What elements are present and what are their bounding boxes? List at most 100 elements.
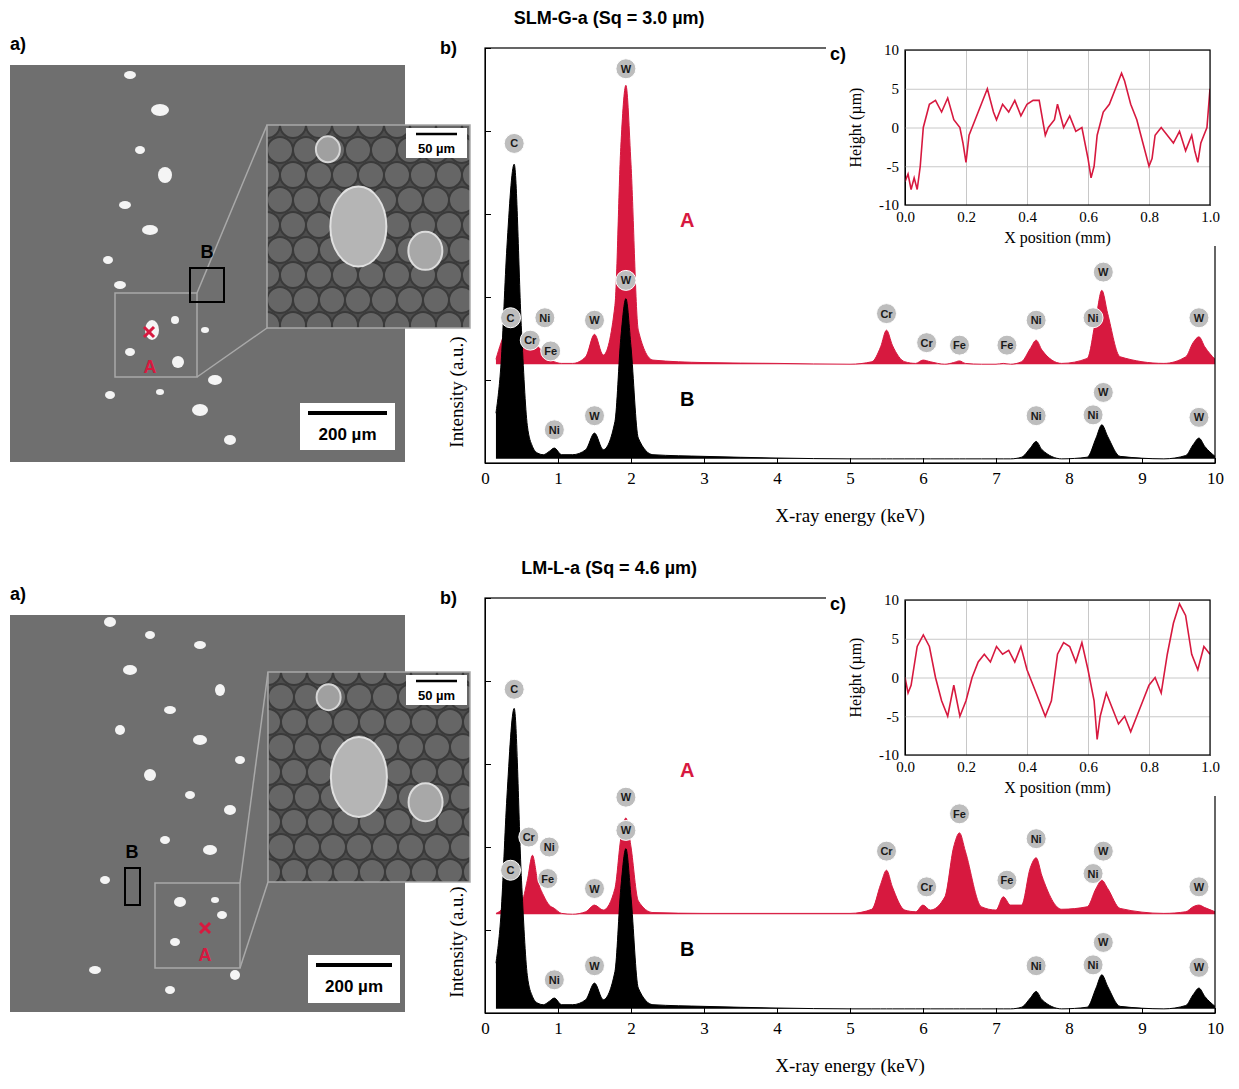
particle [151, 104, 169, 116]
tick-mark [485, 48, 491, 49]
surface-cell [358, 125, 384, 138]
tick-label: 1 [554, 1019, 563, 1038]
peak-label-bg [1093, 262, 1113, 282]
tick-mark [485, 930, 491, 931]
surface-cell [450, 734, 470, 760]
tick: 5 [846, 458, 855, 488]
surface-cell [358, 162, 384, 188]
peak-label: W [616, 270, 636, 290]
peak-label-text: Fe [953, 808, 966, 820]
peak-label: Cr [917, 877, 937, 897]
surface-cell [384, 262, 410, 288]
x-axis: 0.00.20.40.60.81.0 [896, 600, 1220, 775]
surface-cell [293, 187, 319, 213]
panel-label: a) [10, 34, 26, 54]
surface-cell [411, 759, 437, 785]
peak-label: W [585, 956, 605, 976]
plot-frame [905, 600, 1210, 755]
scale-bar-label: 50 µm [418, 141, 455, 156]
peak-label-bg [520, 330, 540, 350]
peak-label: Ni [1083, 955, 1103, 975]
peak-label-text: Cr [921, 337, 934, 349]
series-label: A [680, 759, 694, 781]
tick-mark [1142, 1008, 1143, 1013]
tick: 0.2 [957, 50, 976, 225]
surface-cell [267, 137, 293, 163]
tick-mark [923, 458, 924, 463]
tick-label: 3 [700, 1019, 709, 1038]
surface-cell [423, 187, 449, 213]
peak-label-bg [539, 837, 559, 857]
surface-cell [307, 859, 333, 882]
tick: 10 [1207, 458, 1224, 488]
surface-cell [280, 312, 306, 328]
peak-label-bg [616, 270, 636, 290]
particle [114, 281, 126, 289]
y-axis: -10-50510 [879, 42, 1210, 213]
peak-label-text: Fe [1001, 874, 1014, 886]
surface-cell [463, 859, 470, 882]
tick-mark [905, 166, 1210, 167]
particle [217, 911, 227, 919]
x-axis: 012345678910 [481, 1008, 1224, 1038]
particle [119, 201, 131, 209]
surface-cell [268, 734, 294, 760]
surface-cell [306, 162, 332, 188]
particle [230, 970, 240, 980]
point-marker [200, 923, 210, 933]
peak-label-bg [541, 341, 561, 361]
peak-label-text: Ni [539, 312, 550, 324]
peak-label-bg [877, 841, 897, 861]
tick: 0.6 [1079, 50, 1098, 225]
surface-cell [437, 759, 463, 785]
tick: 6 [919, 458, 928, 488]
particle [171, 316, 179, 324]
peak-label-bg [997, 870, 1017, 890]
particle [124, 71, 136, 79]
peak-label-text: Cr [523, 831, 536, 843]
tick-mark [905, 128, 1210, 129]
surface-cell [306, 312, 332, 328]
tick: 8 [1065, 1008, 1074, 1038]
surface-cell [332, 125, 358, 138]
peak-label: Ni [1083, 405, 1103, 425]
surface-cell [463, 709, 470, 735]
tick-label: 1 [554, 469, 563, 488]
tick-mark [996, 1008, 997, 1013]
point-marker [200, 923, 210, 933]
tick: 9 [1138, 458, 1147, 488]
tick-mark [485, 598, 491, 599]
peak-label: W [585, 310, 605, 330]
surface-cell [463, 759, 470, 785]
peak-label: Ni [1026, 406, 1046, 426]
particle [409, 783, 443, 821]
peak-label: Ni [1083, 864, 1103, 884]
tick [485, 598, 491, 599]
peak-label-text: Ni [1031, 960, 1042, 972]
peak-label-bg [1083, 308, 1103, 328]
surface-cell [307, 709, 333, 735]
peak-label: Ni [535, 308, 555, 328]
surface-cell [281, 759, 307, 785]
y-axis [485, 49, 491, 464]
tick [485, 214, 491, 215]
peak-label-text: W [589, 410, 600, 422]
particle [89, 966, 101, 974]
tick-label: 0.2 [957, 759, 976, 775]
surface-cell [345, 137, 371, 163]
scale-bar [416, 680, 457, 683]
tick-mark [558, 1008, 559, 1013]
particle [100, 876, 110, 884]
peak-label: Ni [544, 420, 564, 440]
zoom-box [115, 293, 197, 377]
surface-cell [307, 672, 333, 685]
tick-mark [905, 639, 1210, 640]
peak-label-bg [616, 820, 636, 840]
peak-label: Fe [997, 870, 1017, 890]
surface-cell [359, 859, 385, 882]
peak-label: W [616, 820, 636, 840]
peak-label-bg [1093, 841, 1113, 861]
region-box [190, 268, 224, 302]
profile-line [905, 73, 1210, 189]
surface-cell [307, 809, 333, 835]
